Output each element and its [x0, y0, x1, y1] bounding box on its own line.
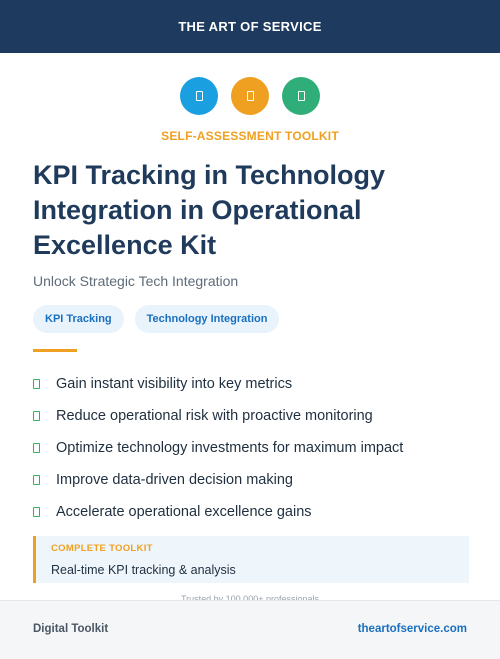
document-icon-green	[282, 77, 320, 115]
trusted-note: Trusted by 100,000+ professionals	[180, 594, 319, 601]
document-icon	[297, 91, 305, 101]
eyebrow-label: SELF-ASSESSMENT TOOLKIT	[161, 129, 339, 143]
toolkit-label: COMPLETE TOOLKIT	[51, 543, 153, 554]
benefit-list: Gain instant visibility into key metrics…	[33, 368, 473, 528]
tag-kpi-tracking: KPI Tracking	[33, 305, 124, 333]
tag-technology-integration: Technology Integration	[134, 305, 280, 333]
header-bar: THE ART OF SERVICE	[0, 0, 500, 53]
page-subtitle: Unlock Strategic Tech Integration	[33, 273, 239, 289]
benefit-text: Improve data-driven decision making	[56, 472, 293, 488]
check-icon	[33, 379, 40, 389]
page-title: KPI Tracking in Technology Integration i…	[33, 160, 386, 260]
check-icon	[33, 443, 40, 453]
website-link[interactable]: theartofservice.com	[357, 623, 467, 635]
document-icon-orange	[231, 77, 269, 115]
check-icon	[33, 507, 40, 517]
benefit-item: Improve data-driven decision making	[33, 464, 473, 496]
check-icon	[33, 475, 40, 485]
footer-bar: Digital Toolkit theartofservice.com	[0, 600, 500, 659]
brand-title: THE ART OF SERVICE	[178, 19, 322, 34]
benefit-item: Accelerate operational excellence gains	[33, 496, 473, 528]
footer-label: Digital Toolkit	[33, 623, 109, 635]
document-icon	[246, 91, 254, 101]
benefit-text: Reduce operational risk with proactive m…	[56, 408, 373, 424]
document-icon-blue	[180, 77, 218, 115]
toolkit-callout: COMPLETE TOOLKIT Real-time KPI tracking …	[33, 536, 469, 583]
accent-divider	[33, 349, 77, 352]
benefit-text: Optimize technology investments for maxi…	[56, 440, 404, 456]
toolkit-description: Real-time KPI tracking & analysis	[51, 563, 236, 577]
tag-list: KPI Tracking Technology Integration	[33, 305, 280, 333]
benefit-text: Gain instant visibility into key metrics	[56, 376, 293, 392]
benefit-item: Gain instant visibility into key metrics	[33, 368, 473, 400]
benefit-text: Accelerate operational excellence gains	[56, 504, 312, 520]
benefit-item: Reduce operational risk with proactive m…	[33, 400, 473, 432]
check-icon	[33, 411, 40, 421]
icon-row	[0, 77, 500, 115]
document-icon	[195, 91, 203, 101]
benefit-item: Optimize technology investments for maxi…	[33, 432, 473, 464]
